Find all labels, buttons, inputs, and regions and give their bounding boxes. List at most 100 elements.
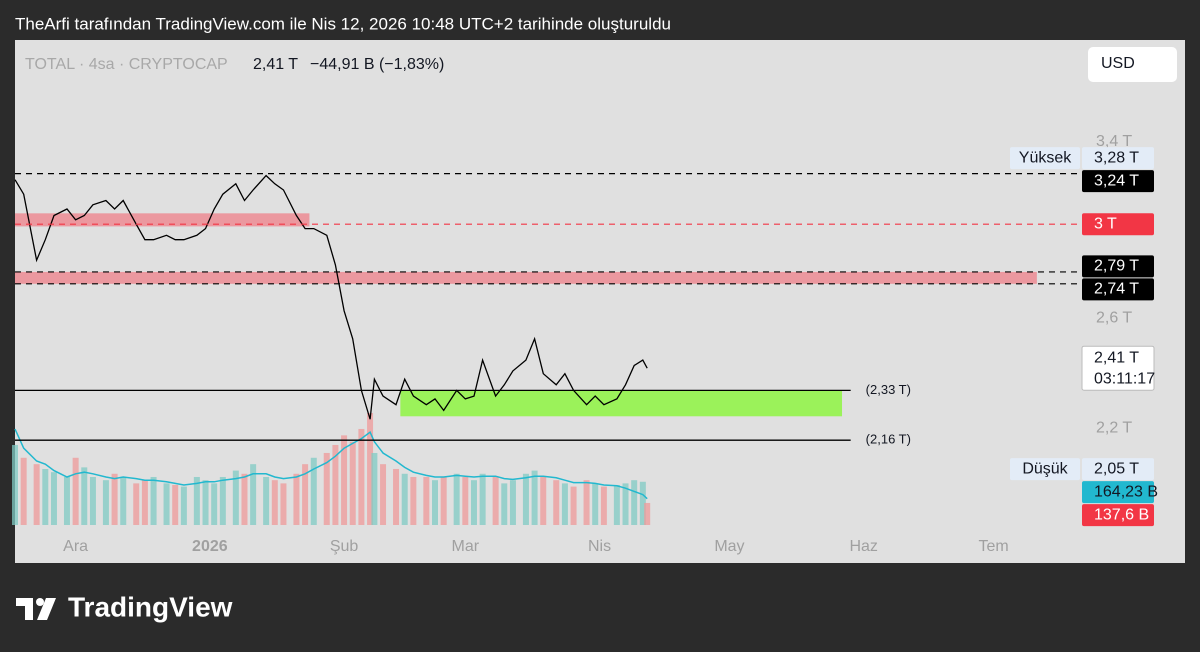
x-tick-label: Ara	[63, 538, 88, 555]
zone	[15, 213, 310, 227]
volume-bar	[111, 473, 118, 525]
panel-edge	[15, 563, 1185, 583]
price-line	[14, 174, 648, 420]
volume-bar	[271, 480, 278, 525]
volume-bar	[302, 464, 309, 525]
x-tick-label: Mar	[452, 538, 480, 555]
logo-icon	[16, 598, 56, 620]
volume-bar	[81, 467, 88, 525]
volume-bar	[509, 480, 516, 525]
volume-bar	[531, 470, 538, 525]
volume-bar	[310, 457, 317, 525]
price-label-box	[1010, 147, 1080, 170]
price-label-box	[1081, 345, 1155, 391]
zone	[15, 271, 1037, 284]
volume-bar	[371, 452, 378, 525]
countdown: 03:11:17	[1094, 370, 1155, 387]
price-label-box	[1082, 481, 1154, 504]
volume-bar	[613, 484, 620, 525]
volume-bar	[133, 483, 140, 525]
level-label: 3,24 T	[1094, 172, 1139, 189]
volume-bar	[440, 476, 447, 525]
x-tick-label: Şub	[330, 538, 359, 555]
x-tick-label: Nis	[588, 538, 611, 555]
volume-bar	[293, 473, 300, 525]
volume-bar	[42, 468, 49, 525]
legend-change: −44,91 B (−1,83%)	[310, 56, 444, 73]
volume-bar	[570, 486, 577, 525]
volume-bar	[540, 476, 547, 525]
volume-bar	[172, 484, 179, 525]
volume-bar	[33, 464, 40, 525]
volume-bar	[12, 444, 18, 525]
high-name: Yüksek	[1019, 149, 1072, 166]
price-label-box	[1082, 213, 1154, 236]
volume-bar	[163, 483, 170, 525]
volume-bar	[349, 441, 356, 525]
volume-bar	[561, 483, 568, 525]
line-label: (2,16 T)	[866, 432, 911, 447]
footer-logo: TradingView	[68, 591, 233, 622]
zone	[400, 390, 843, 417]
legend-last: 2,41 T	[253, 56, 298, 73]
volume-bar	[380, 464, 387, 525]
price-scale-labels: Yüksek 3,28 T 3,24 T 3 T 2,79 T 2,74 T 2,41 T 0…	[1010, 147, 1158, 527]
volume-bar	[401, 473, 408, 525]
volume-bar	[150, 476, 157, 525]
volume-bar	[522, 473, 529, 525]
volume-bar	[232, 470, 239, 525]
y-tick-label: 3,4 T	[1096, 133, 1132, 150]
volume-bar	[453, 473, 460, 525]
volume-bar	[211, 483, 218, 525]
logo-part	[16, 598, 33, 620]
volume-bar	[583, 480, 590, 525]
level-label: 3 T	[1094, 215, 1117, 232]
plot: 3,4 T 2,6 T 2,2 T Ara 2026 Şub Mar Nis May Haz Tem…	[12, 133, 1185, 583]
volume-label: 137,6 B	[1094, 506, 1149, 523]
x-tick-label: May	[714, 538, 744, 555]
x-tick-label: Tem	[978, 538, 1008, 555]
volume-bar	[622, 483, 629, 525]
volume-bar	[631, 480, 638, 525]
volume-bar	[501, 483, 508, 525]
volume-ma-label: 164,23 B	[1094, 483, 1158, 500]
volume-bar	[72, 457, 79, 525]
price-label-box	[1082, 255, 1154, 278]
volume-bar	[553, 480, 560, 525]
level-label: 2,74 T	[1094, 281, 1139, 298]
logo-part	[37, 598, 56, 620]
volume-bar	[120, 476, 127, 525]
volume-bar	[393, 468, 400, 525]
low-label: 2,05 T	[1094, 460, 1139, 477]
volume-bar	[20, 457, 27, 525]
volume-bar	[332, 444, 339, 525]
high-label: 3,28 T	[1094, 149, 1139, 166]
currency-button[interactable]	[1088, 47, 1177, 82]
price-label-box	[1082, 147, 1154, 170]
volume-bar	[50, 472, 57, 525]
logo-part	[36, 598, 44, 606]
volume-bar	[202, 480, 209, 525]
volume-bar	[141, 480, 148, 525]
volume-ma-line	[14, 428, 648, 500]
volume-bar	[241, 473, 248, 525]
chart-panel	[15, 40, 1185, 563]
volume-bar	[639, 481, 646, 525]
volume-bar	[470, 480, 477, 525]
volume-bar	[479, 473, 486, 525]
volume-bar	[367, 412, 374, 525]
volume-bar	[219, 476, 226, 525]
volume-bar	[410, 476, 417, 525]
price-label-box	[1082, 278, 1154, 301]
currency-label: USD	[1101, 55, 1135, 72]
volume-bar	[102, 480, 109, 525]
volume-bar	[89, 476, 96, 525]
volume-bar	[323, 452, 330, 525]
volume-bar	[341, 435, 348, 525]
volume-bar	[358, 428, 365, 525]
x-tick-label: Haz	[849, 538, 877, 555]
x-tick-label: 2026	[192, 538, 228, 555]
volume-bar	[600, 486, 607, 525]
volume-bar	[462, 476, 469, 525]
